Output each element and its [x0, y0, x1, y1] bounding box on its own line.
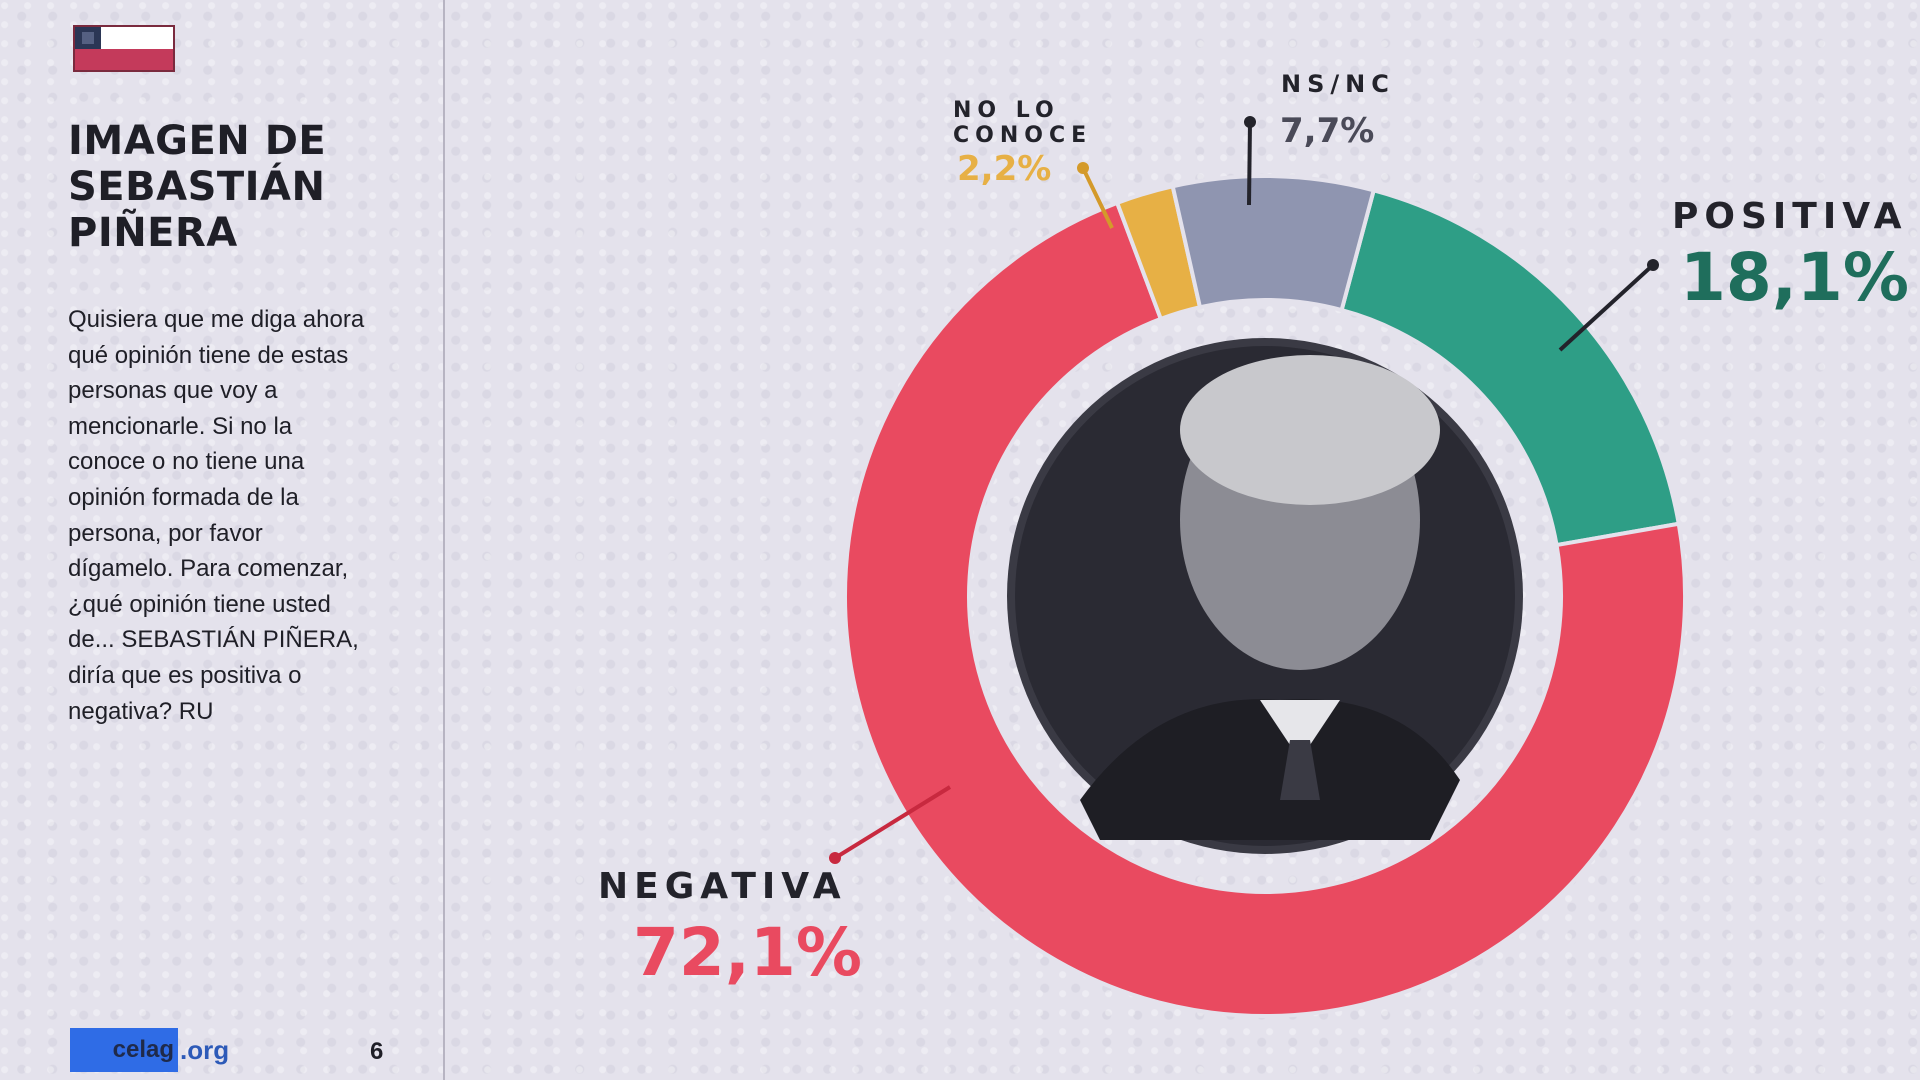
positiva-leader-line — [1558, 263, 1655, 352]
portrait-hair — [1180, 355, 1440, 505]
question-line: diría que es positiva o — [68, 661, 302, 689]
question-line: conoce o no tiene una — [68, 448, 305, 476]
positiva-value: 18,1% — [1680, 239, 1909, 316]
no-lo-conoce-value: 2,2% — [957, 149, 1051, 189]
portrait-tie — [1280, 740, 1320, 800]
question-line: de... SEBASTIÁN PIÑERA, — [68, 626, 359, 654]
question-line: ¿qué opinión tiene usted — [68, 590, 331, 618]
leader-lines — [829, 116, 1659, 864]
portrait-shoulders — [1080, 699, 1460, 840]
celag-logo[interactable]: celag — [70, 1028, 178, 1072]
question-line: negativa? RU — [68, 697, 214, 725]
no-lo-conoce-leader-dot — [1077, 162, 1089, 174]
question-line: Quisiera que me diga ahora — [68, 306, 365, 333]
page-number: 6 — [370, 1038, 384, 1065]
question-line: personas que voy a — [68, 377, 278, 405]
no-lo-conoce-label-line-2: CONOCE — [953, 123, 1092, 148]
negativa-leader-line — [833, 785, 952, 860]
chile-flag-icon — [73, 25, 175, 72]
question-line: persona, por favor — [68, 519, 263, 547]
title-line: PIÑERA — [68, 210, 238, 256]
positiva-leader-dot — [1647, 259, 1659, 271]
nsnc-slice — [1170, 174, 1377, 313]
question-line: dígamelo. Para comenzar, — [68, 555, 349, 583]
no-lo-conoce-leader-line — [1081, 167, 1114, 229]
portrait-collar — [1260, 700, 1340, 760]
no-lo-conoce-label-line-1: NO LO — [953, 98, 1060, 123]
survey-question: Quisiera que me diga ahora qué opinión t… — [68, 302, 378, 729]
positiva-label: POSITIVA — [1672, 196, 1908, 237]
nsnc-value: 7,7% — [1280, 111, 1374, 151]
negativa-leader-dot — [829, 852, 841, 864]
question-line: mencionarle. Si no la — [68, 412, 293, 440]
sidebar-divider — [443, 0, 445, 1080]
negativa-value: 72,1% — [633, 914, 862, 991]
logo-domain-suffix: .org — [180, 1035, 230, 1065]
negativa-slice — [843, 200, 1687, 1018]
title-line: IMAGEN DE — [68, 118, 327, 164]
page-title: IMAGEN DE SEBASTIÁN PIÑERA — [68, 118, 398, 256]
question-line: opinión formada de la — [68, 483, 299, 511]
nsnc-leader-line — [1247, 121, 1252, 206]
title-line: SEBASTIÁN — [68, 164, 326, 210]
nsnc-label: NS/NC — [1281, 70, 1395, 98]
negativa-label: NEGATIVA — [598, 866, 847, 907]
question-line: qué opinión tiene de estas — [68, 341, 349, 369]
nsnc-leader-dot — [1244, 116, 1256, 128]
